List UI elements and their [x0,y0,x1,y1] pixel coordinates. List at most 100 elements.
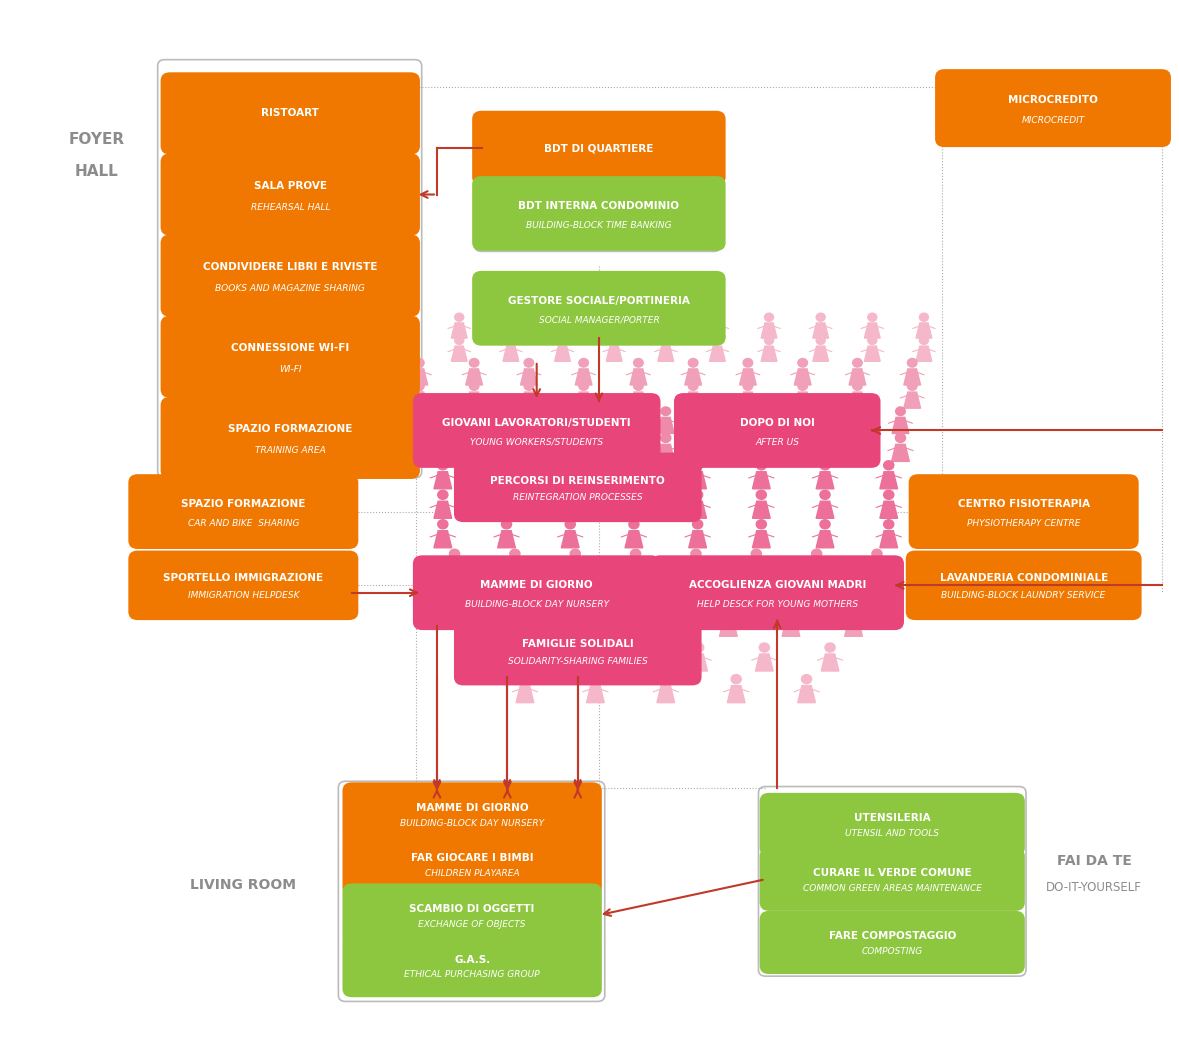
Circle shape [920,337,928,344]
Circle shape [501,490,512,500]
Polygon shape [575,392,592,408]
Circle shape [852,359,862,367]
Circle shape [692,461,703,470]
Circle shape [565,520,575,528]
Circle shape [437,490,448,500]
Text: BUILDING-BLOCK LAUNDRY SERVICE: BUILDING-BLOCK LAUNDRY SERVICE [942,591,1106,600]
Circle shape [544,433,553,443]
Polygon shape [446,560,463,577]
Text: RISTOART: RISTOART [262,108,320,119]
Polygon shape [775,417,791,433]
Text: MAMME DI GIORNO: MAMME DI GIORNO [416,803,528,813]
Polygon shape [916,346,931,361]
Circle shape [661,407,671,415]
Text: FAI DA TE: FAI DA TE [1056,855,1132,868]
Text: FOYER: FOYER [68,132,125,147]
Circle shape [692,520,703,528]
Polygon shape [411,392,428,408]
Circle shape [602,407,612,415]
Polygon shape [466,369,482,385]
Circle shape [558,337,567,344]
FancyBboxPatch shape [759,793,1025,856]
Polygon shape [411,369,428,385]
Circle shape [743,359,752,367]
Circle shape [778,433,789,443]
Text: MICROCREDITO: MICROCREDITO [1008,95,1098,105]
Circle shape [719,433,730,443]
Text: G.A.S.: G.A.S. [454,954,490,965]
Polygon shape [724,590,742,607]
Text: SPAZIO FORMAZIONE: SPAZIO FORMAZIONE [228,425,353,434]
Polygon shape [599,417,615,433]
Polygon shape [816,501,834,518]
Polygon shape [498,531,515,548]
Circle shape [896,407,905,415]
Polygon shape [400,346,415,361]
Circle shape [689,381,698,391]
Text: REHEARSAL HALL: REHEARSAL HALL [250,203,330,212]
Circle shape [691,550,702,558]
Polygon shape [503,323,519,338]
FancyBboxPatch shape [472,271,725,345]
Polygon shape [503,346,519,361]
Polygon shape [756,654,773,671]
Polygon shape [400,323,415,338]
Text: REINTEGRATION PROCESSES: REINTEGRATION PROCESSES [513,493,643,502]
Text: IMMIGRATION HELPDESK: IMMIGRATION HELPDESK [187,591,299,600]
Circle shape [455,313,463,321]
Circle shape [756,461,766,470]
Circle shape [461,578,472,588]
Polygon shape [481,445,499,462]
Circle shape [798,381,808,391]
Polygon shape [516,685,534,702]
Circle shape [485,407,494,415]
Circle shape [437,461,448,470]
Text: BDT INTERNA CONDOMINIO: BDT INTERNA CONDOMINIO [519,201,679,211]
Circle shape [628,461,639,470]
Polygon shape [540,445,558,462]
Polygon shape [481,417,499,433]
FancyBboxPatch shape [342,883,601,947]
Polygon shape [498,501,515,518]
Polygon shape [719,620,737,636]
Polygon shape [520,369,538,385]
Circle shape [602,433,612,443]
Circle shape [883,520,894,528]
Polygon shape [880,501,897,518]
FancyBboxPatch shape [342,783,601,845]
Text: BUILDING-BLOCK DAY NURSERY: BUILDING-BLOCK DAY NURSERY [400,819,545,828]
Circle shape [778,407,788,415]
Polygon shape [727,685,745,702]
Circle shape [525,359,534,367]
Circle shape [469,359,479,367]
Circle shape [883,490,894,500]
Text: PHYSIOTHERAPY CENTRE: PHYSIOTHERAPY CENTRE [967,519,1080,527]
Circle shape [793,578,804,588]
Circle shape [861,578,870,588]
Text: SPAZIO FORMAZIONE: SPAZIO FORMAZIONE [182,499,305,509]
Circle shape [764,337,773,344]
Text: TRAINING AREA: TRAINING AREA [255,447,325,455]
Circle shape [633,359,644,367]
Circle shape [837,433,847,443]
Circle shape [660,675,671,684]
Text: EXCHANGE OF OBJECTS: EXCHANGE OF OBJECTS [419,920,526,929]
Polygon shape [893,417,909,433]
Polygon shape [434,531,452,548]
Text: YOUNG WORKERS/STUDENTS: YOUNG WORKERS/STUDENTS [470,437,604,447]
Polygon shape [434,501,452,518]
Text: SCAMBIO DI OGGETTI: SCAMBIO DI OGGETTI [409,904,535,914]
Circle shape [693,643,704,652]
Polygon shape [469,620,487,636]
Circle shape [660,608,671,617]
Polygon shape [434,471,452,489]
Circle shape [849,608,858,617]
Polygon shape [834,417,850,433]
FancyBboxPatch shape [674,393,881,468]
Polygon shape [657,590,674,607]
FancyBboxPatch shape [472,111,725,185]
Circle shape [661,313,671,321]
Text: DOPO DI NOI: DOPO DI NOI [739,418,815,428]
Circle shape [594,578,605,588]
Polygon shape [586,685,605,702]
